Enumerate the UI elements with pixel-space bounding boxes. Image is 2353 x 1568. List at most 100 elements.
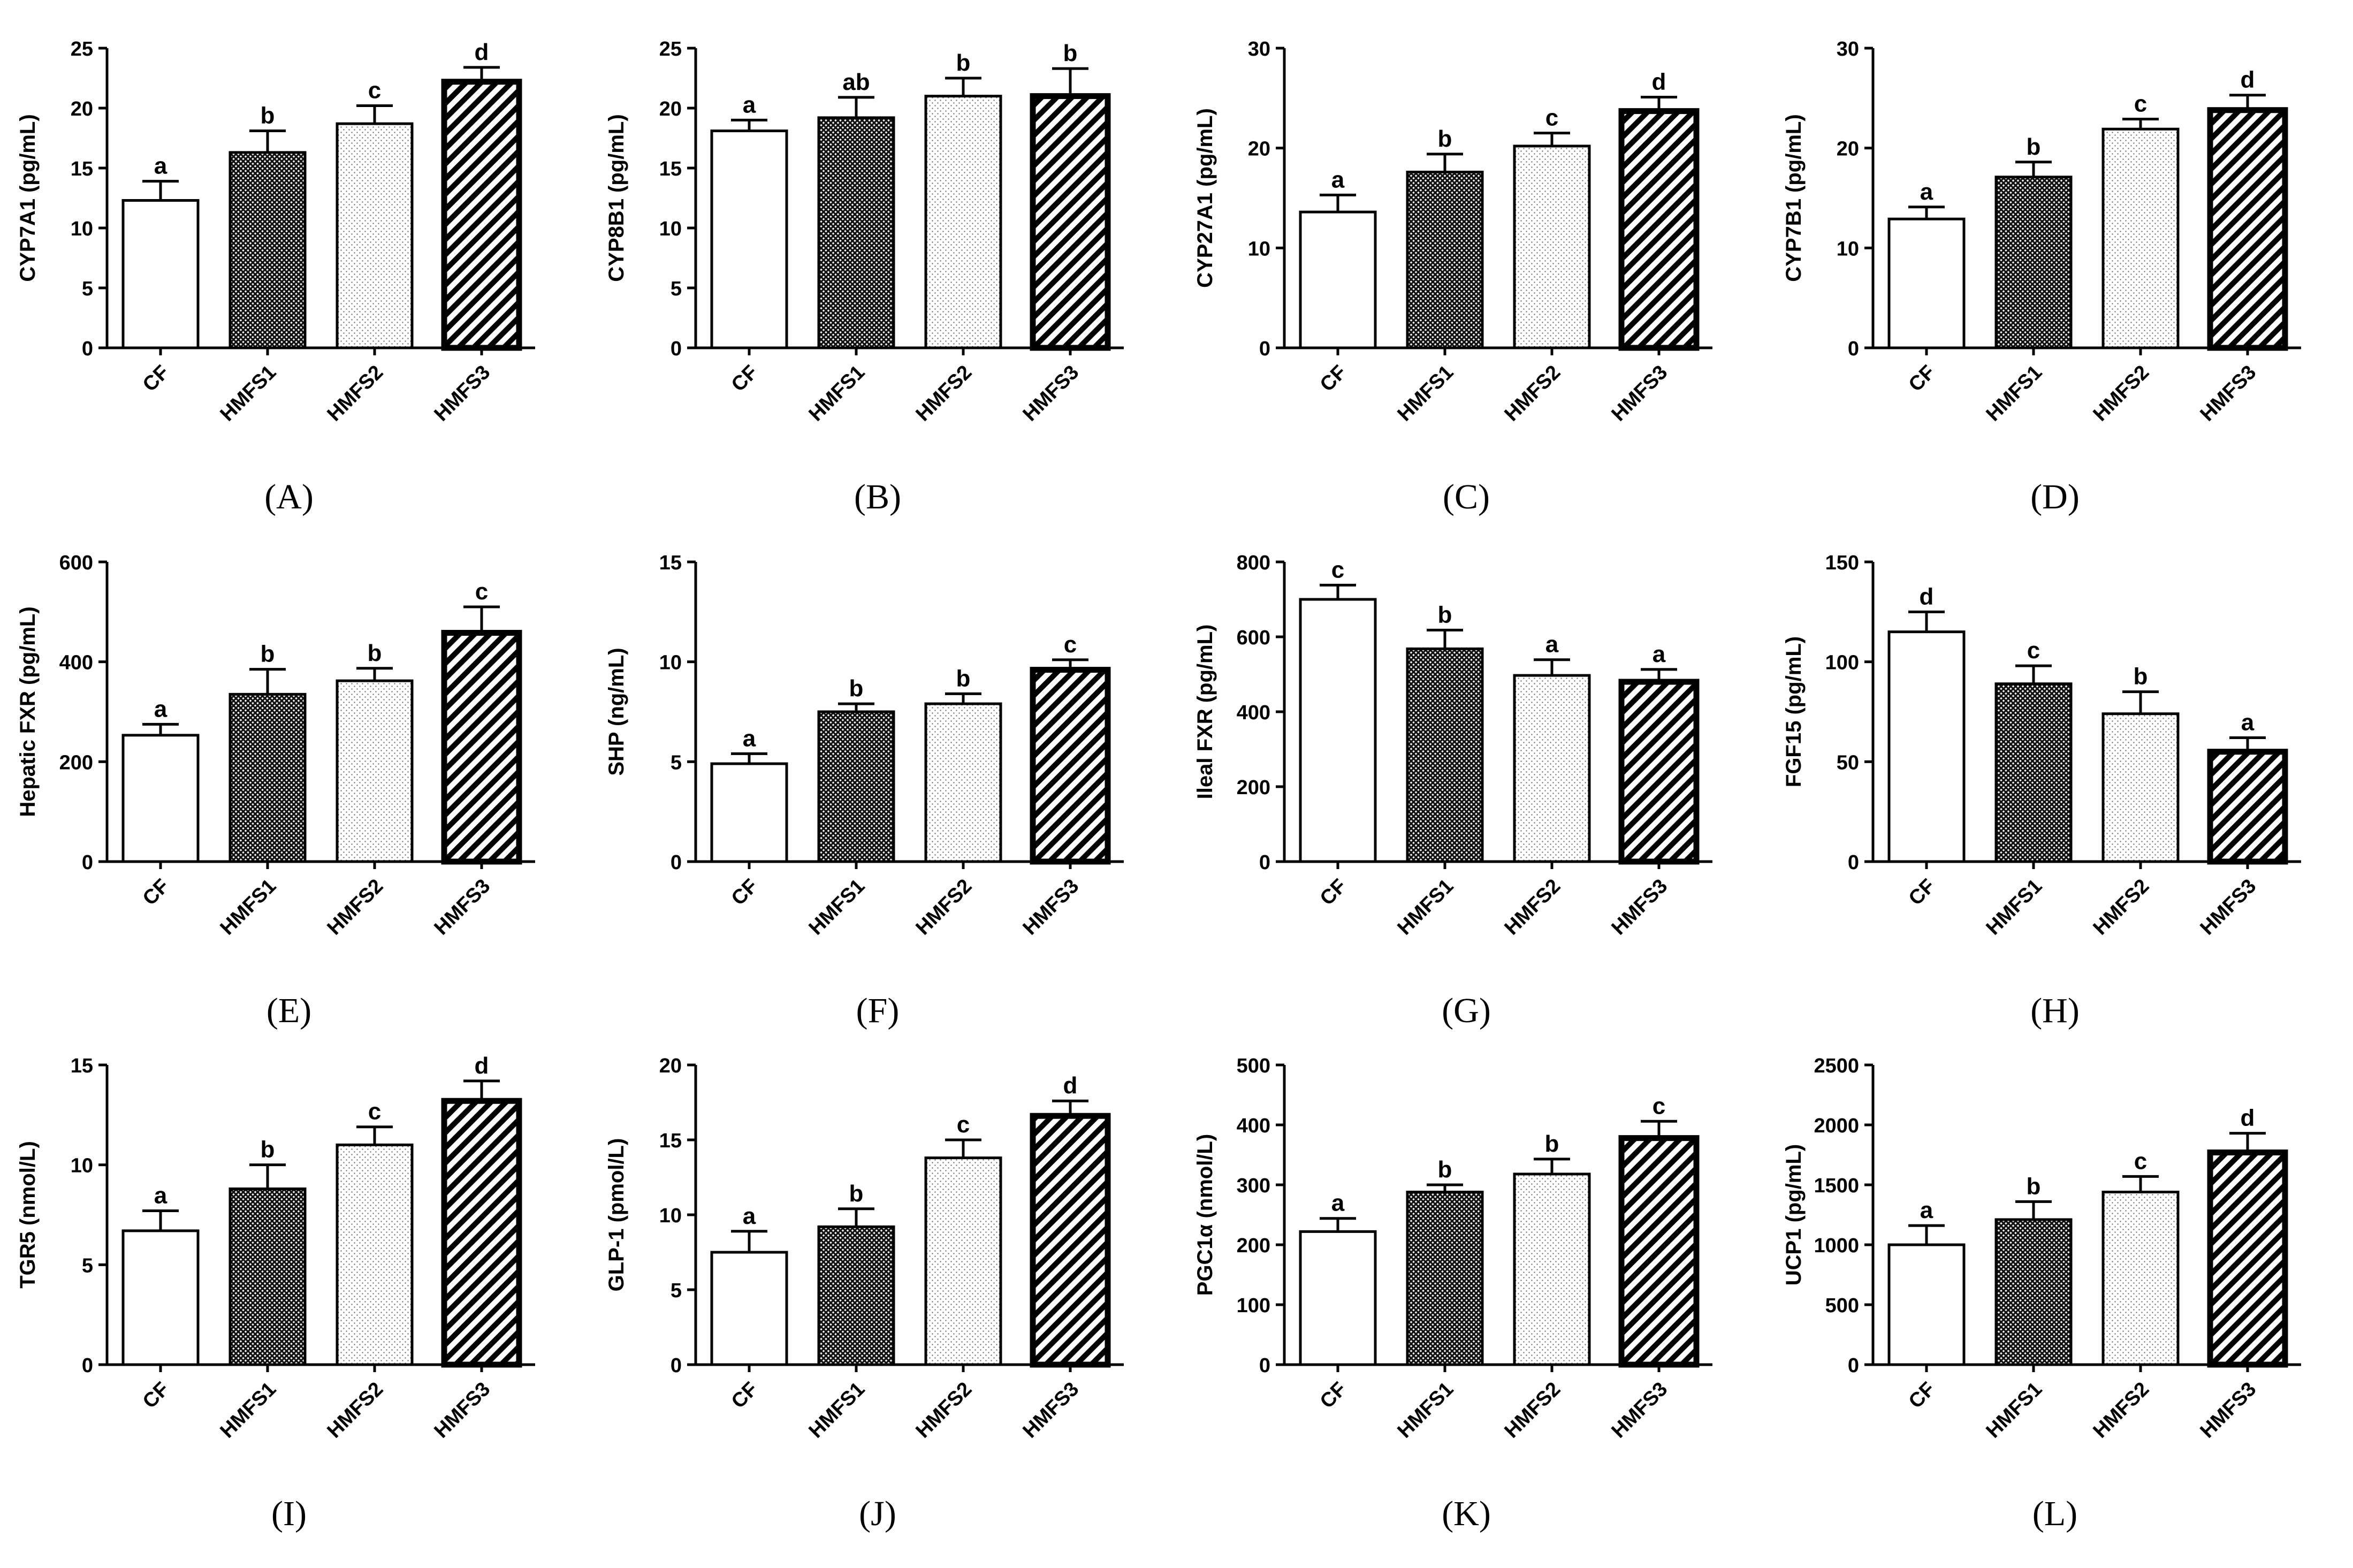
bar-hmfs2 xyxy=(2101,127,2180,349)
category-label: HMFS3 xyxy=(1608,1378,1672,1443)
panel-J: 0 5 10 15 20 GLP-1 (pmol/L) a CF b HMFS1 c HMFS2 d HM… xyxy=(605,1055,1124,1533)
bar-hmfs2 xyxy=(336,1143,414,1366)
bar-hmfs3 xyxy=(441,1098,522,1368)
significance-label: a xyxy=(1653,641,1666,667)
y-axis-label: CYP7A1 (pg/mL) xyxy=(16,114,40,281)
category-label: CF xyxy=(727,875,763,910)
significance-label: b xyxy=(261,641,275,667)
significance-label: a xyxy=(1331,166,1345,193)
significance-label: b xyxy=(1438,126,1452,152)
bar-hmfs3 xyxy=(1030,1113,1111,1368)
significance-label: a xyxy=(1920,179,1933,205)
y-tick-label: 10 xyxy=(1248,238,1270,260)
category-label: HMFS2 xyxy=(912,875,977,940)
category-label: HMFS1 xyxy=(1982,1378,2047,1443)
bar-hmfs1 xyxy=(1994,176,2073,349)
category-label: CF xyxy=(1905,875,1940,910)
y-tick-label: 0 xyxy=(1848,851,1859,874)
bar-hmfs2 xyxy=(2101,712,2180,863)
y-tick-label: 30 xyxy=(1248,38,1270,60)
y-tick-label: 20 xyxy=(71,98,93,120)
significance-label: b xyxy=(2134,664,2148,690)
panel-label: (K) xyxy=(1442,1494,1491,1533)
panel-label: (E) xyxy=(266,991,311,1030)
bar-hmfs3 xyxy=(1030,93,1111,351)
bar-hmfs3 xyxy=(1618,108,1700,351)
panel-B: 0 5 10 15 20 25 CYP8B1 (pg/mL) a CF ab HMFS1 b HMFS2… xyxy=(605,38,1124,516)
y-tick-label: 800 xyxy=(1237,552,1270,574)
bar-cf xyxy=(1299,210,1377,349)
significance-label: b xyxy=(1545,1131,1559,1157)
bar-cf xyxy=(121,199,200,349)
significance-label: c xyxy=(1545,105,1558,131)
category-label: CF xyxy=(727,1378,763,1413)
y-axis-label: Ileal FXR (pg/mL) xyxy=(1193,625,1217,800)
significance-label: a xyxy=(1920,1197,1933,1223)
bar-hmfs2 xyxy=(1513,1173,1591,1366)
category-label: HMFS1 xyxy=(1982,875,2047,940)
panel-I: 0 5 10 15 TGR5 (nmol/L) a CF b HMFS1 c HMFS2 d HMFS3… xyxy=(16,1053,535,1533)
category-label: HMFS1 xyxy=(216,875,281,940)
category-label: HMFS3 xyxy=(1019,1378,1084,1443)
bar-cf xyxy=(1299,1230,1377,1366)
bar-hmfs1 xyxy=(1406,647,1484,863)
significance-label: b xyxy=(849,675,864,702)
y-axis-label: TGR5 (nmol/L) xyxy=(16,1141,40,1289)
bar-hmfs2 xyxy=(924,702,1002,863)
bar-hmfs1 xyxy=(817,1225,895,1366)
bar-cf xyxy=(710,762,788,863)
y-tick-label: 20 xyxy=(1837,138,1859,161)
significance-label: c xyxy=(368,78,381,104)
bar-hmfs3 xyxy=(1030,667,1111,865)
y-tick-label: 150 xyxy=(1825,552,1859,574)
significance-label: b xyxy=(956,665,971,691)
panel-label: (B) xyxy=(854,477,901,516)
y-axis-label: SHP (ng/mL) xyxy=(605,648,628,775)
y-tick-label: 20 xyxy=(1248,138,1270,161)
bar-hmfs3 xyxy=(2207,1150,2288,1368)
y-tick-label: 15 xyxy=(659,1130,682,1152)
category-label: HMFS3 xyxy=(1019,361,1084,426)
significance-label: d xyxy=(475,1053,489,1079)
y-tick-label: 0 xyxy=(671,1354,682,1377)
bar-hmfs1 xyxy=(1994,1218,2073,1366)
y-axis-label: Hepatic FXR (pg/mL) xyxy=(16,606,40,817)
significance-label: c xyxy=(2134,1148,2147,1174)
category-label: HMFS1 xyxy=(1393,1378,1458,1443)
significance-label: a xyxy=(154,153,167,179)
panel-label: (I) xyxy=(271,1494,307,1533)
significance-label: b xyxy=(2027,134,2041,160)
significance-label: c xyxy=(957,1112,970,1138)
panel-F: 0 5 10 15 SHP (ng/mL) a CF b HMFS1 b HMFS2 c HMFS3 (F… xyxy=(605,552,1124,1030)
bar-cf xyxy=(1299,598,1377,863)
category-label: CF xyxy=(1905,1378,1940,1413)
category-label: CF xyxy=(139,875,174,910)
y-tick-label: 10 xyxy=(659,218,682,240)
category-label: HMFS2 xyxy=(1501,361,1565,426)
y-tick-label: 1000 xyxy=(1814,1235,1859,1257)
y-tick-label: 0 xyxy=(1848,338,1859,360)
significance-label: a xyxy=(2241,710,2255,736)
significance-label: b xyxy=(261,1137,275,1163)
category-label: HMFS1 xyxy=(1982,361,2047,426)
bar-hmfs2 xyxy=(336,122,414,349)
y-tick-label: 400 xyxy=(1237,1115,1270,1137)
significance-label: c xyxy=(2027,637,2040,664)
y-tick-label: 15 xyxy=(71,158,93,180)
significance-label: a xyxy=(743,92,756,118)
category-label: HMFS1 xyxy=(216,361,281,426)
bar-cf xyxy=(1887,630,1966,863)
y-tick-label: 400 xyxy=(1237,702,1270,724)
y-tick-label: 20 xyxy=(659,1055,682,1077)
significance-label: b xyxy=(1438,602,1452,628)
panel-label: (A) xyxy=(264,477,314,516)
bar-hmfs1 xyxy=(817,710,895,863)
significance-label: a xyxy=(154,1183,167,1209)
bar-hmfs1 xyxy=(1406,1190,1484,1366)
bar-hmfs1 xyxy=(1406,170,1484,349)
category-label: CF xyxy=(1316,1378,1351,1413)
y-tick-label: 5 xyxy=(82,278,93,300)
panel-label: (H) xyxy=(2030,991,2080,1030)
y-tick-label: 25 xyxy=(659,38,682,60)
y-axis-label: CYP8B1 (pg/mL) xyxy=(605,114,628,281)
